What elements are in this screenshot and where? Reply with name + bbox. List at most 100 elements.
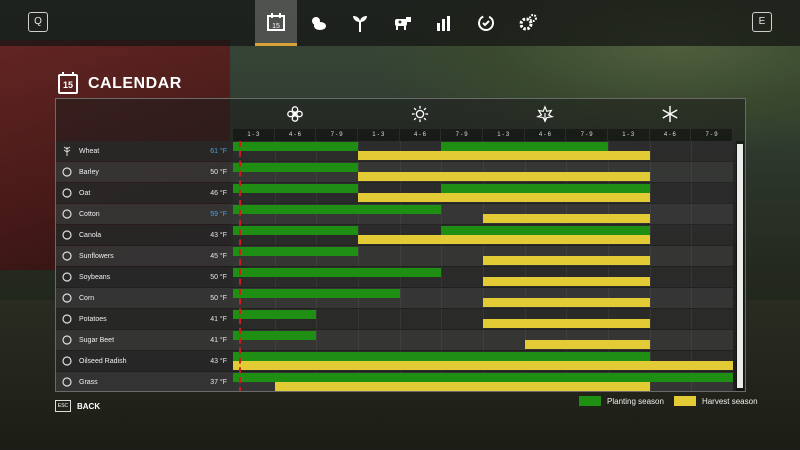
harvest-label: Harvest season (701, 396, 758, 406)
grid-line (441, 330, 443, 350)
month-label: 1 - 3 (482, 129, 525, 141)
back-button[interactable]: ESC BACK (55, 400, 100, 412)
oat-icon (62, 188, 72, 198)
tab-weather[interactable] (297, 0, 339, 46)
month-label: 1 - 3 (233, 129, 275, 141)
grid-line (274, 330, 276, 350)
grid-line (649, 204, 651, 224)
page-title: CALENDAR (88, 75, 182, 92)
harvest-bar (274, 382, 650, 391)
prev-tab-key[interactable]: Q (28, 12, 48, 32)
planting-bar (233, 247, 358, 256)
month-label: 1 - 3 (357, 129, 400, 141)
planting-swatch (579, 396, 601, 406)
potato-icon (62, 314, 72, 324)
crop-timeline (233, 267, 733, 287)
crop-row-soybeans[interactable]: Soybeans 50 °F (56, 267, 733, 287)
grid-line (691, 309, 693, 329)
chart-icon (437, 16, 450, 31)
tab-settings[interactable] (507, 0, 549, 46)
tab-prices[interactable] (423, 0, 465, 46)
crop-timeline (233, 162, 733, 182)
grid-line (274, 267, 276, 287)
grid-line (358, 309, 359, 329)
scrollbar[interactable] (736, 141, 744, 391)
harvest-bar (483, 298, 650, 307)
sunflower-icon (62, 251, 72, 261)
planting-bar (233, 226, 358, 235)
grid-line (274, 141, 276, 161)
crop-label: Wheat 61 °F (56, 141, 233, 161)
grid-line (316, 141, 318, 161)
grid-line (274, 204, 276, 224)
crop-name: Oilseed Radish (79, 357, 127, 365)
calendar-icon: 15 (58, 72, 78, 94)
month-label: 4 - 6 (524, 129, 567, 141)
planting-bar (233, 310, 317, 319)
crop-name: Canola (79, 231, 102, 239)
crop-row-grass[interactable]: Grass 37 °F (56, 372, 733, 391)
sprout-icon (353, 16, 367, 32)
soybean-icon (62, 272, 72, 282)
back-label: BACK (77, 401, 101, 411)
planting-bar (233, 163, 358, 172)
crop-timeline (233, 330, 733, 350)
crop-name: Cotton (79, 210, 100, 218)
crop-row-canola[interactable]: Canola 43 °F (56, 225, 733, 245)
tab-crops[interactable] (339, 0, 381, 46)
crop-timeline (233, 225, 733, 245)
crop-name: Potatoes (79, 315, 107, 323)
crop-name: Sunflowers (79, 252, 114, 260)
barley-icon (62, 167, 72, 177)
tab-calendar[interactable]: 15 (255, 0, 297, 46)
crop-timeline (233, 309, 733, 329)
grid-line (441, 267, 443, 287)
crop-row-barley[interactable]: Barley 50 °F (56, 162, 733, 182)
grid-line (691, 330, 693, 350)
crop-label: Potatoes 41 °F (56, 309, 233, 329)
crop-row-corn[interactable]: Corn 50 °F (56, 288, 733, 308)
crop-temperature: 45 °F (210, 252, 227, 260)
grid-line (316, 162, 318, 182)
harvest-bar (358, 235, 650, 244)
crop-row-oat[interactable]: Oat 46 °F (56, 183, 733, 203)
grid-line (399, 204, 401, 224)
next-tab-key[interactable]: E (752, 12, 772, 32)
grid-line (483, 330, 484, 350)
crop-row-sugar-beet[interactable]: Sugar Beet 41 °F (56, 330, 733, 350)
scrollbar-thumb[interactable] (737, 144, 743, 388)
grid-line (649, 288, 651, 308)
grid-line (358, 267, 359, 287)
crop-timeline (233, 351, 733, 371)
tab-animals[interactable] (381, 0, 423, 46)
crop-row-sunflowers[interactable]: Sunflowers 45 °F (56, 246, 733, 266)
planting-bar (233, 142, 358, 151)
grid-line (399, 309, 401, 329)
crop-row-oilseed-radish[interactable]: Oilseed Radish 43 °F (56, 351, 733, 371)
crop-temperature: 61 °F (210, 147, 227, 155)
crop-label: Cotton 59 °F (56, 204, 233, 224)
crop-temperature: 46 °F (210, 189, 227, 197)
harvest-bar (524, 340, 650, 349)
grid-line (358, 204, 359, 224)
cow-icon (395, 17, 411, 30)
planting-bar (233, 331, 317, 340)
harvest-bar (483, 277, 650, 286)
tab-contracts[interactable] (465, 0, 507, 46)
menu-tabs: 15 (255, 0, 549, 46)
crop-timeline (233, 141, 733, 161)
grid-line (316, 204, 318, 224)
crop-row-potatoes[interactable]: Potatoes 41 °F (56, 309, 733, 329)
crop-label: Oilseed Radish 43 °F (56, 351, 233, 371)
crop-label: Barley 50 °F (56, 162, 233, 182)
month-label: 7 - 9 (316, 129, 358, 141)
crop-row-wheat[interactable]: Wheat 61 °F (56, 141, 733, 161)
crop-row-cotton[interactable]: Cotton 59 °F (56, 204, 733, 224)
grid-line (649, 330, 651, 350)
crop-label: Sunflowers 45 °F (56, 246, 233, 266)
planting-bar (233, 352, 650, 361)
crop-timeline (233, 246, 733, 266)
grid-line (441, 309, 443, 329)
grid-line (316, 330, 318, 350)
